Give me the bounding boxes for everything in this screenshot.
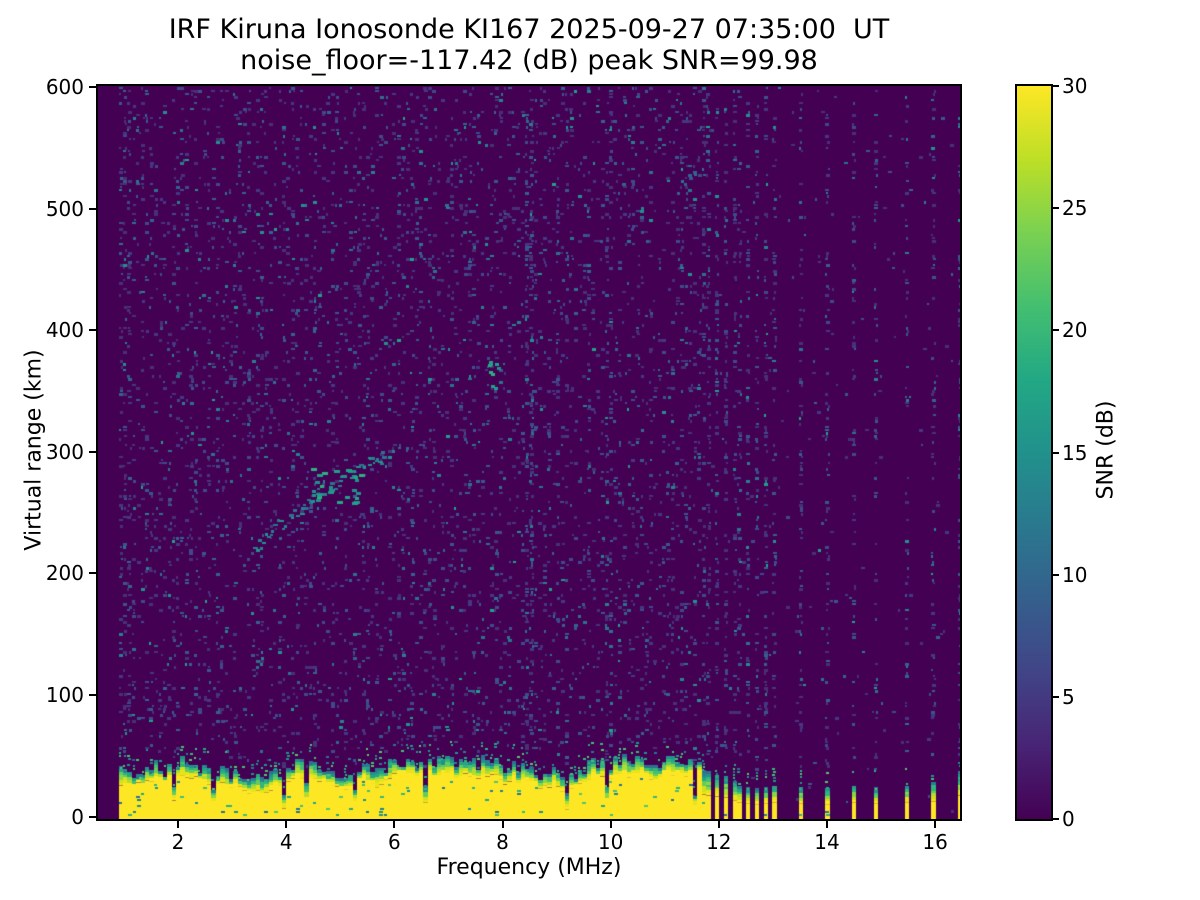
chart-title-block: IRF Kiruna Ionosonde KI167 2025-09-27 07…: [96, 14, 962, 76]
colorbar-tick-label: 15: [1062, 440, 1088, 465]
x-tick-mark: [393, 821, 396, 828]
x-tick-label: 12: [706, 830, 732, 854]
colorbar-tick-labels: 0 5 10 15 20 25 30: [1062, 74, 1122, 831]
colorbar-tick-label: 10: [1062, 562, 1088, 587]
y-axis-tick-labels: 0 100 200 300 400 500 600: [0, 75, 84, 828]
colorbar-tick-label: 25: [1062, 196, 1088, 221]
x-tick-mark: [177, 821, 180, 828]
x-tick-label: 4: [279, 830, 293, 854]
y-axis-tick-marks: [89, 86, 96, 819]
x-tick-mark: [609, 821, 612, 828]
colorbar-tick-mark: [1053, 695, 1059, 698]
x-axis-ticks: 2 4 6 8 10 12 14 16: [98, 821, 960, 881]
y-tick-label: 400: [45, 318, 84, 343]
y-tick-mark: [89, 572, 96, 575]
x-tick-label: 8: [496, 830, 509, 854]
colorbar-tick-label: 5: [1062, 684, 1075, 709]
x-tick-label: 16: [922, 830, 948, 854]
x-tick-mark: [825, 821, 828, 828]
colorbar: [1015, 84, 1053, 821]
x-tick-mark: [717, 821, 720, 828]
y-tick-mark: [89, 207, 96, 210]
y-tick-label: 200: [45, 561, 84, 586]
x-tick-label: 6: [387, 830, 401, 854]
x-tick-label: 2: [171, 830, 185, 854]
y-tick-label: 500: [45, 196, 84, 221]
y-tick-mark: [89, 450, 96, 453]
x-axis-label: Frequency (MHz): [436, 855, 622, 880]
y-tick-label: 600: [45, 75, 84, 100]
colorbar-label: SNR (dB): [1093, 400, 1119, 500]
x-tick-mark: [285, 821, 288, 828]
y-tick-mark: [89, 329, 96, 332]
y-tick-mark: [89, 694, 96, 696]
y-tick-label: 300: [45, 439, 84, 464]
colorbar-tick-mark: [1053, 818, 1059, 820]
colorbar-tick-mark: [1053, 329, 1059, 332]
colorbar-tick-mark: [1053, 451, 1059, 454]
y-tick-mark: [89, 86, 96, 89]
x-tick-label: 14: [814, 830, 840, 854]
plot-area: [96, 84, 962, 821]
y-tick-label: 100: [45, 683, 84, 707]
x-tick-label: 10: [597, 830, 624, 854]
colorbar-tick-mark: [1053, 207, 1059, 210]
colorbar-tick-label: 30: [1062, 74, 1088, 98]
x-tick-mark: [501, 821, 504, 828]
colorbar-tick-label: 20: [1062, 318, 1088, 343]
colorbar-gradient: [1017, 86, 1051, 819]
ionogram-heatmap-canvas: [98, 86, 960, 819]
y-tick-label: 0: [71, 804, 84, 829]
colorbar-tick-marks: [1053, 85, 1059, 820]
colorbar-tick-label: 0: [1062, 807, 1075, 831]
x-tick-mark: [934, 821, 937, 828]
colorbar-tick-mark: [1053, 573, 1059, 576]
colorbar-tick-mark: [1053, 85, 1059, 87]
chart-title: IRF Kiruna Ionosonde KI167 2025-09-27 07…: [168, 14, 890, 45]
chart-subtitle: noise_floor=-117.42 (dB) peak SNR=99.98: [240, 45, 818, 76]
y-tick-mark: [89, 815, 96, 818]
